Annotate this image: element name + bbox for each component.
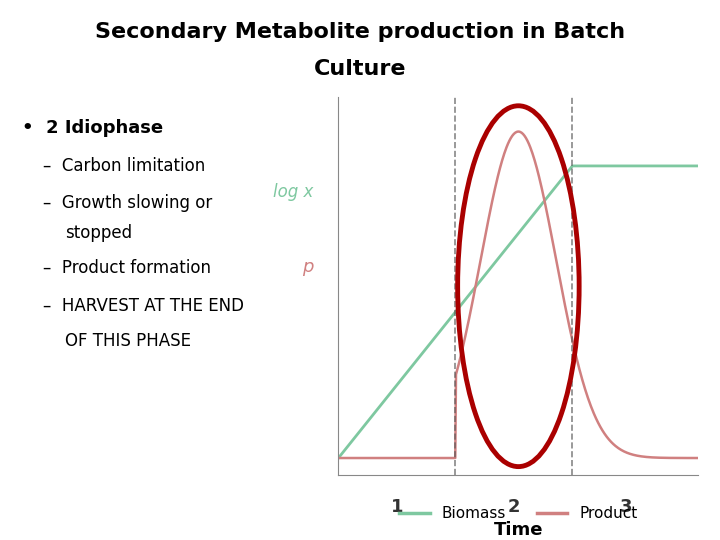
Text: –  Carbon limitation: – Carbon limitation xyxy=(43,157,205,174)
Text: –  HARVEST AT THE END: – HARVEST AT THE END xyxy=(43,297,244,315)
Text: Secondary Metabolite production in Batch: Secondary Metabolite production in Batch xyxy=(95,22,625,42)
Text: log x: log x xyxy=(273,183,313,201)
Text: OF THIS PHASE: OF THIS PHASE xyxy=(65,332,191,350)
Text: 3: 3 xyxy=(620,498,633,516)
Text: •  2 Idiophase: • 2 Idiophase xyxy=(22,119,163,137)
Text: –  Growth slowing or: – Growth slowing or xyxy=(43,194,212,212)
Text: Culture: Culture xyxy=(314,59,406,79)
Text: p: p xyxy=(302,258,313,276)
Text: –  Product formation: – Product formation xyxy=(43,259,211,277)
Text: 2: 2 xyxy=(508,498,520,516)
Text: stopped: stopped xyxy=(65,224,132,242)
Text: 1: 1 xyxy=(391,498,403,516)
Text: Time: Time xyxy=(494,521,543,538)
Legend: Biomass, Product: Biomass, Product xyxy=(393,500,644,527)
